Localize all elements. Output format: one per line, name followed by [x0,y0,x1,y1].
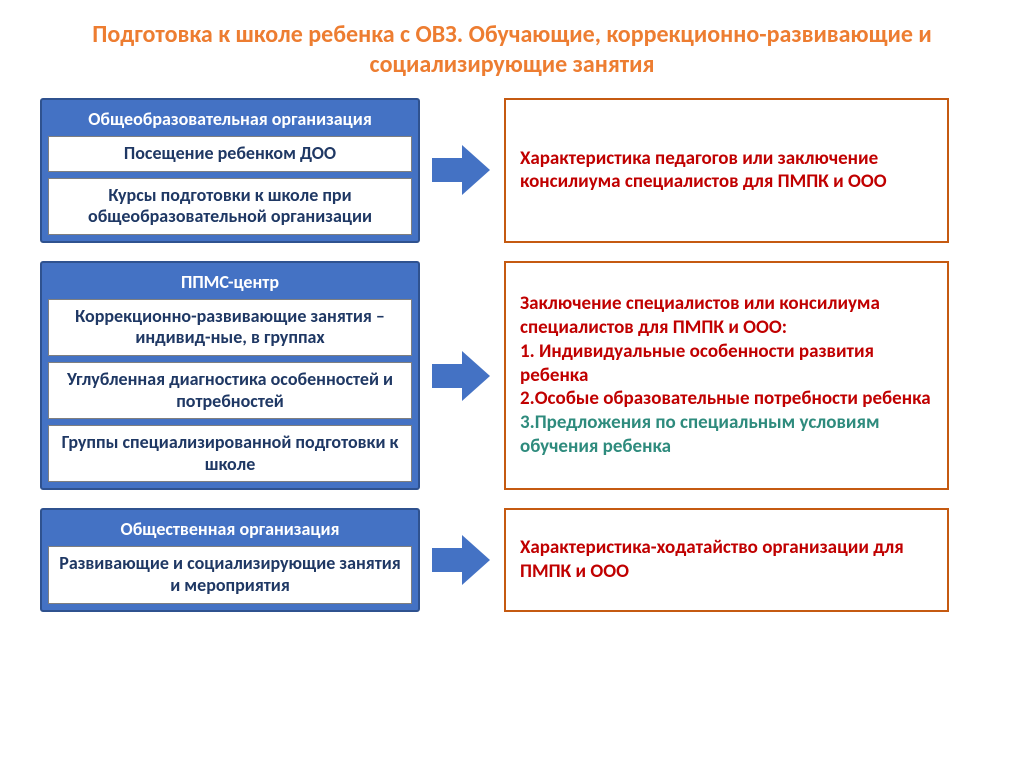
arrow-cell [432,98,492,243]
left-block-0: Общеобразовательная организацияПосещение… [40,98,420,243]
content-box: Посещение ребенком ДОО [48,136,412,172]
content-box: Группы специализированной подготовки к ш… [48,425,412,482]
block-header: ППМС-центр [48,267,412,299]
left-block-2: Общественная организацияРазвивающие и со… [40,508,420,611]
right-box-2: Характеристика-ходатайство организации д… [504,508,949,611]
arrow-right-icon [432,531,492,589]
right-paragraph: Характеристика педагогов или заключение … [520,147,933,195]
right-paragraph: Заключение специалистов или консилиума с… [520,292,933,340]
left-block-1: ППМС-центрКоррекционно-развивающие занят… [40,261,420,491]
arrow-right-icon [432,347,492,405]
arrow-right-icon [432,141,492,199]
block-header: Общественная организация [48,514,412,546]
page-title: Подготовка к школе ребенка с ОВЗ. Обучаю… [40,20,984,80]
right-box-1: Заключение специалистов или консилиума с… [504,261,949,491]
content-box: Развивающие и социализирующие занятия и … [48,546,412,603]
arrow-cell [432,508,492,611]
arrow-cell [432,261,492,491]
right-box-0: Характеристика педагогов или заключение … [504,98,949,243]
right-paragraph: 2.Особые образовательные потребности реб… [520,387,933,411]
right-paragraph: 3.Предложения по специальным условиям об… [520,411,933,459]
right-paragraph: Характеристика-ходатайство организации д… [520,536,933,584]
right-paragraph: 1. Индивидуальные особенности развития р… [520,340,933,388]
diagram-grid: Общеобразовательная организацияПосещение… [40,98,984,612]
content-box: Коррекционно-развивающие занятия – индив… [48,299,412,356]
block-header: Общеобразовательная организация [48,104,412,136]
content-box: Курсы подготовки к школе при общеобразов… [48,178,412,235]
content-box: Углубленная диагностика особенностей и п… [48,362,412,419]
